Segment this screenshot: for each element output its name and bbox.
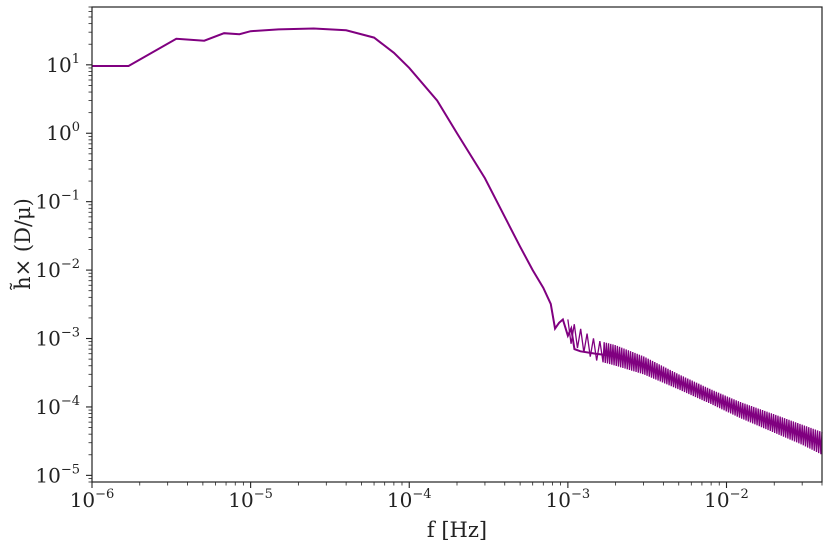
y-tick-label: 10−3 bbox=[35, 326, 80, 351]
y-tick-label: 10−5 bbox=[35, 462, 80, 487]
x-tick-label: 10−4 bbox=[387, 487, 432, 512]
plot-frame bbox=[91, 6, 823, 483]
oscillation-band-layer bbox=[567, 319, 823, 455]
y-tick-label: 10−4 bbox=[35, 394, 80, 419]
y-tick-label: 101 bbox=[46, 52, 80, 77]
x-tick-label: 10−2 bbox=[704, 487, 749, 512]
x-axis: 10−6 10−5 10−4 10−3 10−2 bbox=[70, 482, 823, 512]
y-tick-label: 10−2 bbox=[35, 257, 80, 282]
series-line bbox=[92, 27, 823, 444]
y-tick-label: 10−1 bbox=[35, 189, 80, 214]
x-tick-label: 10−6 bbox=[70, 487, 115, 512]
y-tick-label: 100 bbox=[46, 120, 80, 145]
x-tick-label: 10−3 bbox=[546, 487, 591, 512]
y-axis: 10−5 10−4 10−3 10−2 10−1 100 101 bbox=[35, 6, 92, 487]
oscillation-band bbox=[567, 319, 823, 455]
y-axis-label: h̃× (D/μ) bbox=[10, 198, 35, 290]
x-tick-label: 10−5 bbox=[228, 487, 273, 512]
x-axis-label: f [Hz] bbox=[427, 518, 487, 542]
